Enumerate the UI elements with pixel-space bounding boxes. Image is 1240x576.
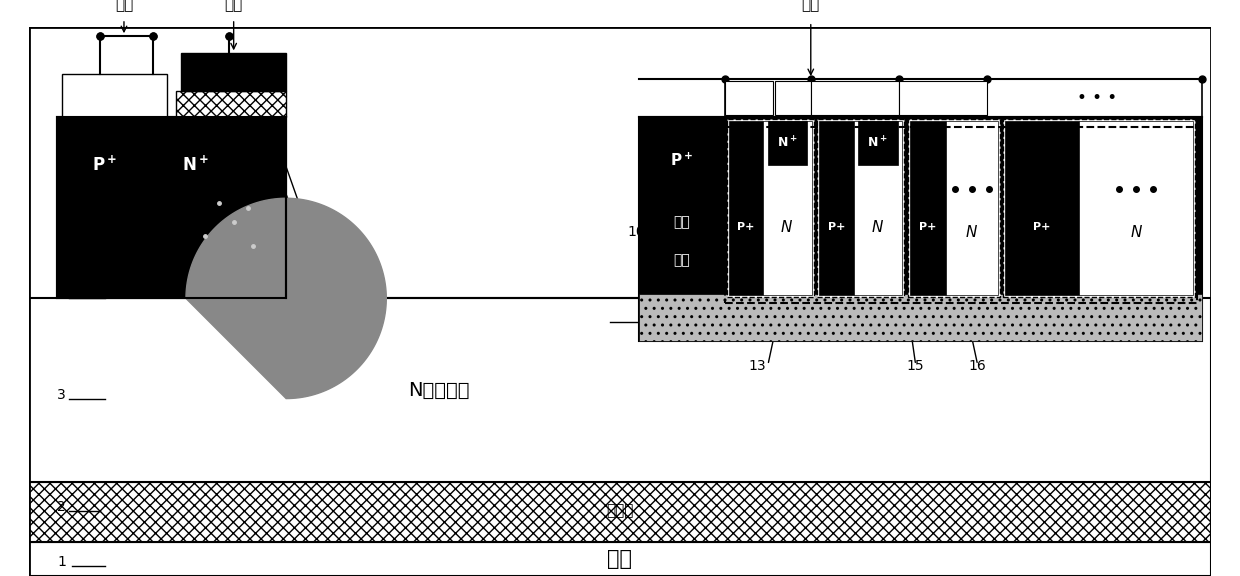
Text: • • •: • • •: [1076, 89, 1117, 107]
Text: 栅极: 栅极: [224, 0, 243, 12]
Text: 止层: 止层: [673, 253, 691, 267]
Text: $\mathbf{P^+}$: $\mathbf{P^+}$: [671, 151, 693, 169]
Bar: [1006, 121, 1079, 294]
Bar: [858, 121, 898, 165]
Bar: [1079, 121, 1193, 294]
Text: 6: 6: [295, 259, 305, 273]
Bar: [57, 117, 286, 298]
Bar: [62, 74, 167, 117]
Bar: [176, 92, 286, 117]
Text: $\mathit{N}$: $\mathit{N}$: [1130, 223, 1142, 240]
Text: 11: 11: [717, 126, 732, 135]
Bar: [57, 117, 286, 298]
Text: 10: 10: [627, 225, 645, 240]
Text: 阳极: 阳极: [801, 0, 820, 12]
Bar: [725, 81, 773, 115]
Bar: [725, 127, 1197, 303]
Bar: [57, 117, 181, 298]
Bar: [820, 121, 853, 294]
Text: $\mathit{N}$: $\mathit{N}$: [780, 219, 794, 235]
Text: 9: 9: [639, 311, 649, 325]
Bar: [768, 121, 807, 165]
Bar: [639, 294, 1202, 342]
Text: 8: 8: [320, 235, 329, 249]
Bar: [946, 121, 998, 294]
Text: P+: P+: [828, 222, 846, 232]
Text: $\mathbf{P^+}$: $\mathbf{P^+}$: [92, 155, 118, 175]
Bar: [910, 121, 946, 294]
Bar: [763, 121, 812, 294]
Bar: [853, 121, 903, 294]
Text: 1: 1: [57, 555, 66, 569]
Bar: [29, 482, 1211, 541]
Bar: [775, 81, 811, 115]
Bar: [29, 298, 1211, 482]
Text: 13: 13: [749, 359, 766, 373]
Text: 16: 16: [968, 359, 986, 373]
Text: 场截: 场截: [673, 215, 691, 229]
Text: $\mathit{N}$: $\mathit{N}$: [966, 223, 978, 240]
Bar: [908, 119, 999, 297]
Text: $\mathbf{N^+}$: $\mathbf{N^+}$: [182, 155, 208, 175]
Bar: [57, 117, 286, 194]
Text: $\mathbf{N^+}$: $\mathbf{N^+}$: [776, 135, 797, 150]
Text: 阴极: 阴极: [115, 0, 133, 12]
Text: 衬底: 衬底: [608, 549, 632, 569]
Bar: [639, 117, 1202, 342]
Bar: [727, 119, 813, 297]
Bar: [899, 81, 987, 115]
Bar: [817, 119, 904, 297]
Bar: [29, 541, 1211, 576]
Text: 15: 15: [906, 359, 924, 373]
Polygon shape: [186, 198, 387, 399]
Text: P+: P+: [919, 222, 936, 232]
Bar: [811, 81, 899, 115]
Text: P+: P+: [738, 222, 755, 232]
Text: $\mathbf{N^+}$: $\mathbf{N^+}$: [867, 135, 888, 150]
Text: 4: 4: [57, 287, 66, 301]
Text: N型漂移区: N型漂移区: [408, 381, 470, 400]
Text: P+: P+: [1033, 222, 1050, 232]
Bar: [729, 121, 763, 294]
Text: 2: 2: [57, 500, 66, 514]
Text: 埋氧层: 埋氧层: [606, 503, 634, 518]
Bar: [181, 53, 286, 92]
Text: 7: 7: [343, 306, 352, 320]
Text: 14: 14: [811, 225, 828, 240]
Text: 12: 12: [751, 126, 766, 135]
Text: 3: 3: [57, 388, 66, 401]
Text: 5: 5: [57, 206, 66, 221]
Bar: [1003, 119, 1195, 297]
Text: $\mathit{N}$: $\mathit{N}$: [870, 219, 884, 235]
